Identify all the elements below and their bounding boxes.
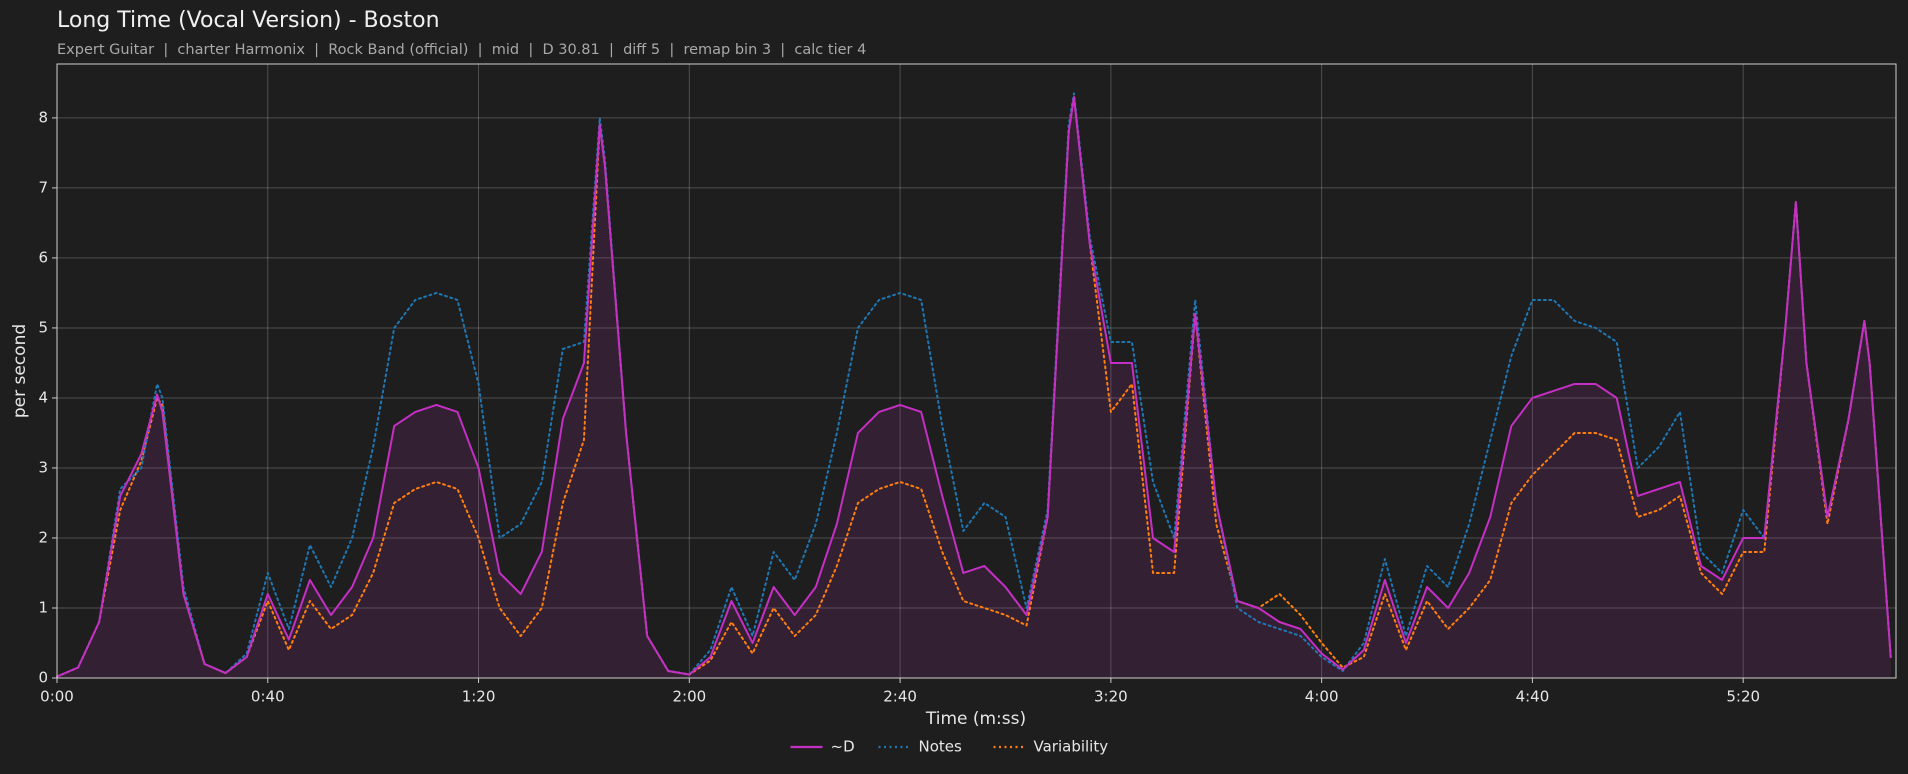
- y-axis-label: per second: [10, 324, 30, 418]
- legend-label: ~D: [831, 738, 855, 756]
- line: [56, 95, 1892, 678]
- x-tick-label: 5:20: [1726, 688, 1760, 706]
- x-axis-label: Time (m:ss): [925, 709, 1026, 729]
- x-tick-label: 4:40: [1516, 688, 1550, 706]
- plot-frame: [56, 63, 1897, 679]
- chart-title: Long Time (Vocal Version) - Boston: [57, 8, 440, 33]
- y-tick-label: 3: [38, 458, 48, 476]
- area: [57, 96, 1891, 678]
- x-tick-label: 3:20: [1094, 688, 1128, 706]
- y-tick-label: 1: [38, 598, 48, 616]
- y-tick-label: 0: [38, 669, 48, 687]
- line: [56, 92, 1892, 678]
- x-tick-label: 1:20: [462, 688, 496, 706]
- line: [56, 95, 1892, 678]
- legend-label: Notes: [919, 738, 963, 756]
- y-tick-label: 2: [38, 528, 48, 546]
- y-tick-label: 5: [38, 318, 48, 336]
- x-tick-label: 4:00: [1305, 688, 1339, 706]
- x-tick-label: 0:40: [251, 688, 285, 706]
- chart-subtitle: Expert Guitar | charter Harmonix | Rock …: [57, 42, 866, 58]
- x-tick-label: 2:00: [672, 688, 706, 706]
- x-tick-label: 2:40: [883, 688, 917, 706]
- y-tick-label: 6: [38, 248, 48, 266]
- y-tick-label: 4: [38, 388, 48, 406]
- x-tick-label: 0:00: [40, 688, 74, 706]
- y-tick-label: 7: [38, 178, 48, 196]
- legend-label: Variability: [1034, 738, 1109, 756]
- legend: ~D Notes Variability: [790, 738, 1109, 756]
- y-tick-label: 8: [38, 108, 48, 126]
